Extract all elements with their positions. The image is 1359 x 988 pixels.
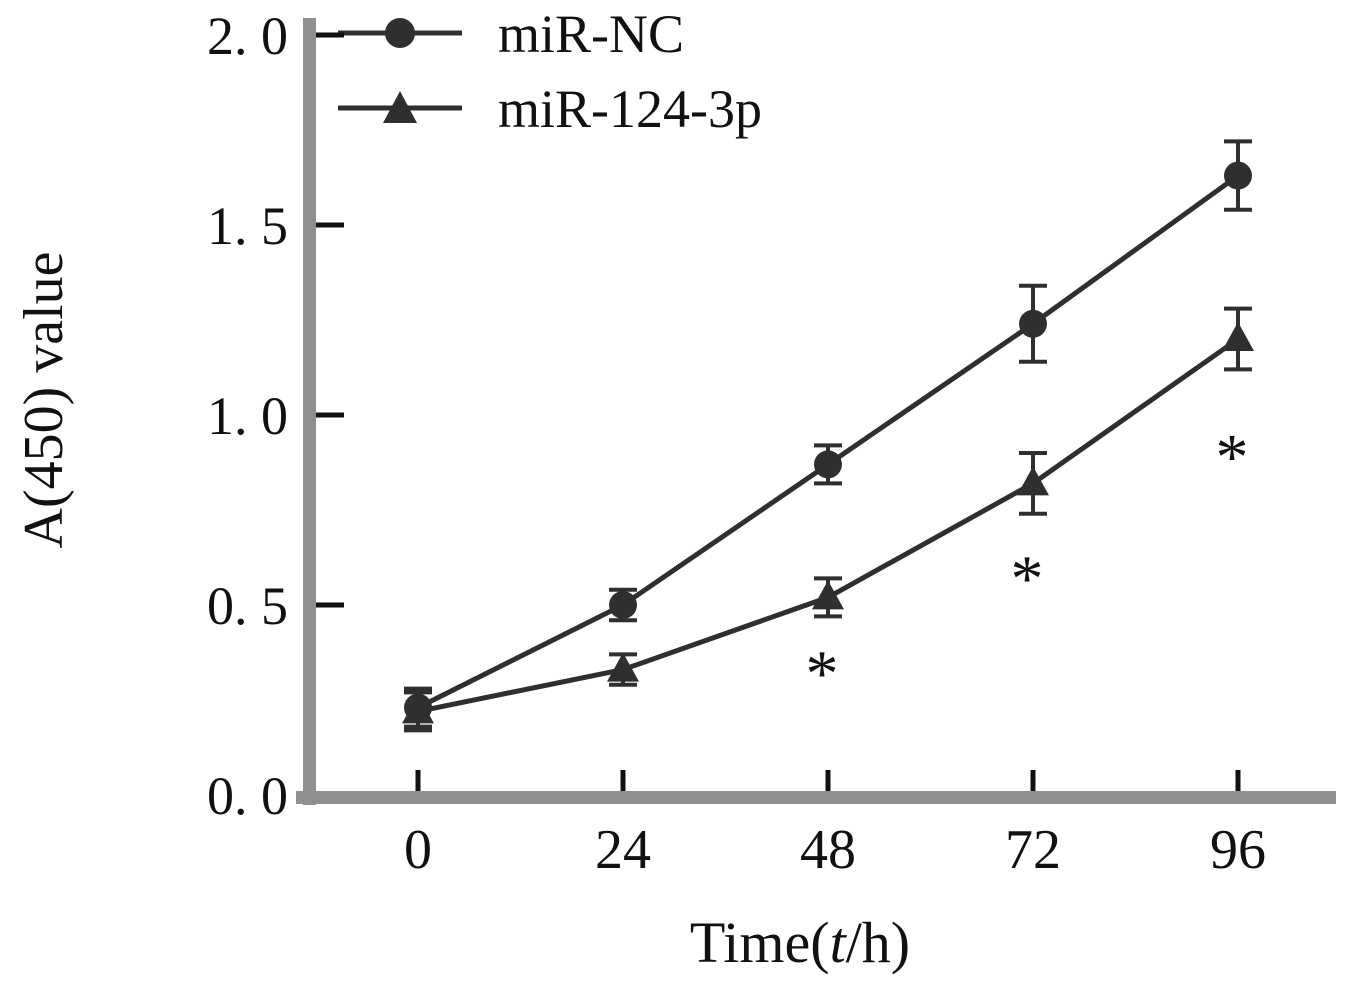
y-tick-label: 1. 5 [207, 196, 288, 256]
data-point-triangle [1017, 466, 1049, 496]
series-line [416, 173, 1240, 710]
plot-area: 0. 0 0. 5 1. 0 1. 5 2. 0 0 24 48 72 96 * * * [207, 6, 1336, 881]
y-axis-title: A(450) value [13, 251, 75, 548]
legend-label: miR-NC [498, 4, 684, 64]
series-miR-NC [404, 139, 1252, 729]
triangle-marker-icon [383, 91, 417, 123]
x-tick-label: 24 [595, 819, 651, 881]
legend-item-mir-nc: miR-NC [338, 4, 684, 64]
x-axis-line [296, 791, 1336, 804]
significance-asterisk: * [1216, 421, 1249, 494]
x-axis-title-prefix: Time( [690, 910, 830, 975]
y-tick-label: 1. 0 [207, 386, 288, 446]
x-axis-title-suffix: /h) [846, 910, 910, 975]
data-point-triangle [402, 694, 434, 724]
x-axis-title: Time(t/h) [690, 910, 910, 975]
series-miR-124-3p [402, 306, 1254, 733]
data-point-triangle [1222, 322, 1254, 351]
data-point-circle [1224, 161, 1252, 190]
data-point-circle [609, 591, 637, 619]
y-tick-label: 0. 0 [207, 766, 288, 826]
data-point-circle [814, 450, 842, 479]
x-tick-label: 0 [404, 819, 432, 881]
circle-marker-icon [385, 18, 415, 48]
data-point-triangle [607, 652, 639, 682]
legend-item-mir-124-3p: miR-124-3p [338, 79, 762, 139]
x-tick-label: 72 [1005, 819, 1061, 881]
x-tick-label: 96 [1210, 819, 1266, 881]
legend-label: miR-124-3p [498, 79, 762, 139]
x-axis-title-variable: t [830, 910, 848, 975]
significance-asterisk: * [806, 637, 839, 710]
x-tick-label: 48 [800, 819, 856, 881]
legend: miR-NC miR-124-3p [338, 4, 762, 139]
data-point-triangle [812, 580, 844, 610]
y-tick-label: 0. 5 [207, 576, 288, 636]
significance-asterisk: * [1011, 542, 1044, 615]
data-point-circle [1019, 309, 1047, 338]
y-tick-label: 2. 0 [207, 6, 288, 66]
y-axis-line [303, 18, 316, 805]
